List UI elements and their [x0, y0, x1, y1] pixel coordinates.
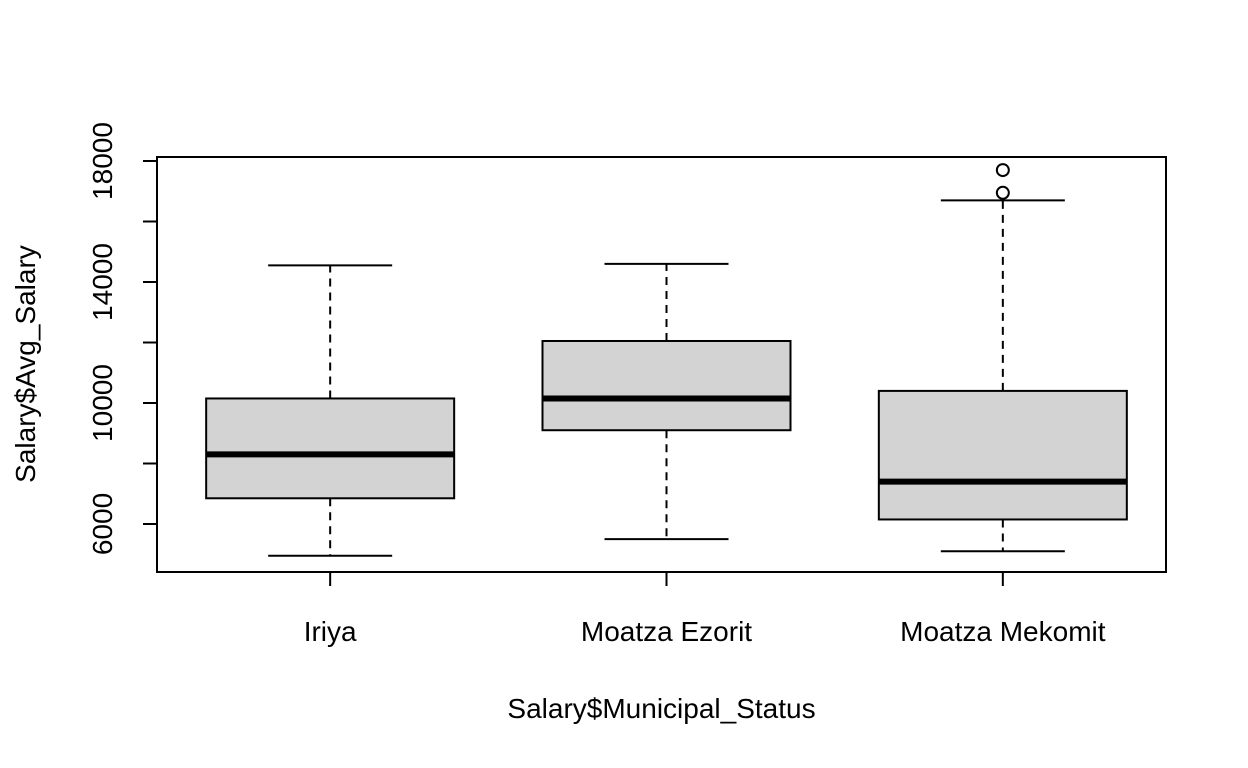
y-tick-label: 18000: [87, 122, 118, 200]
box-group: [541, 262, 792, 541]
y-tick-label: 10000: [87, 364, 118, 442]
x-tick-label: Iriya: [304, 616, 357, 647]
outlier-point: [995, 163, 1010, 178]
box-group: [205, 264, 456, 557]
iqr-box: [541, 339, 792, 432]
y-tick-label: 14000: [87, 243, 118, 321]
y-axis: 6000 10000 14000 18000: [87, 122, 158, 555]
box-group: [877, 163, 1128, 553]
outlier-point: [995, 185, 1010, 200]
boxes: [205, 163, 1128, 557]
x-axis-label: Salary$Municipal_Status: [507, 693, 815, 724]
x-tick-label: Moatza Mekomit: [900, 616, 1106, 647]
y-axis-label: Salary$Avg_Salary: [10, 245, 41, 483]
iqr-box: [205, 397, 456, 500]
x-tick-label: Moatza Ezorit: [581, 616, 752, 647]
x-axis: Iriya Moatza Ezorit Moatza Mekomit: [304, 572, 1106, 647]
y-tick-label: 6000: [87, 493, 118, 555]
iqr-box: [877, 389, 1128, 521]
